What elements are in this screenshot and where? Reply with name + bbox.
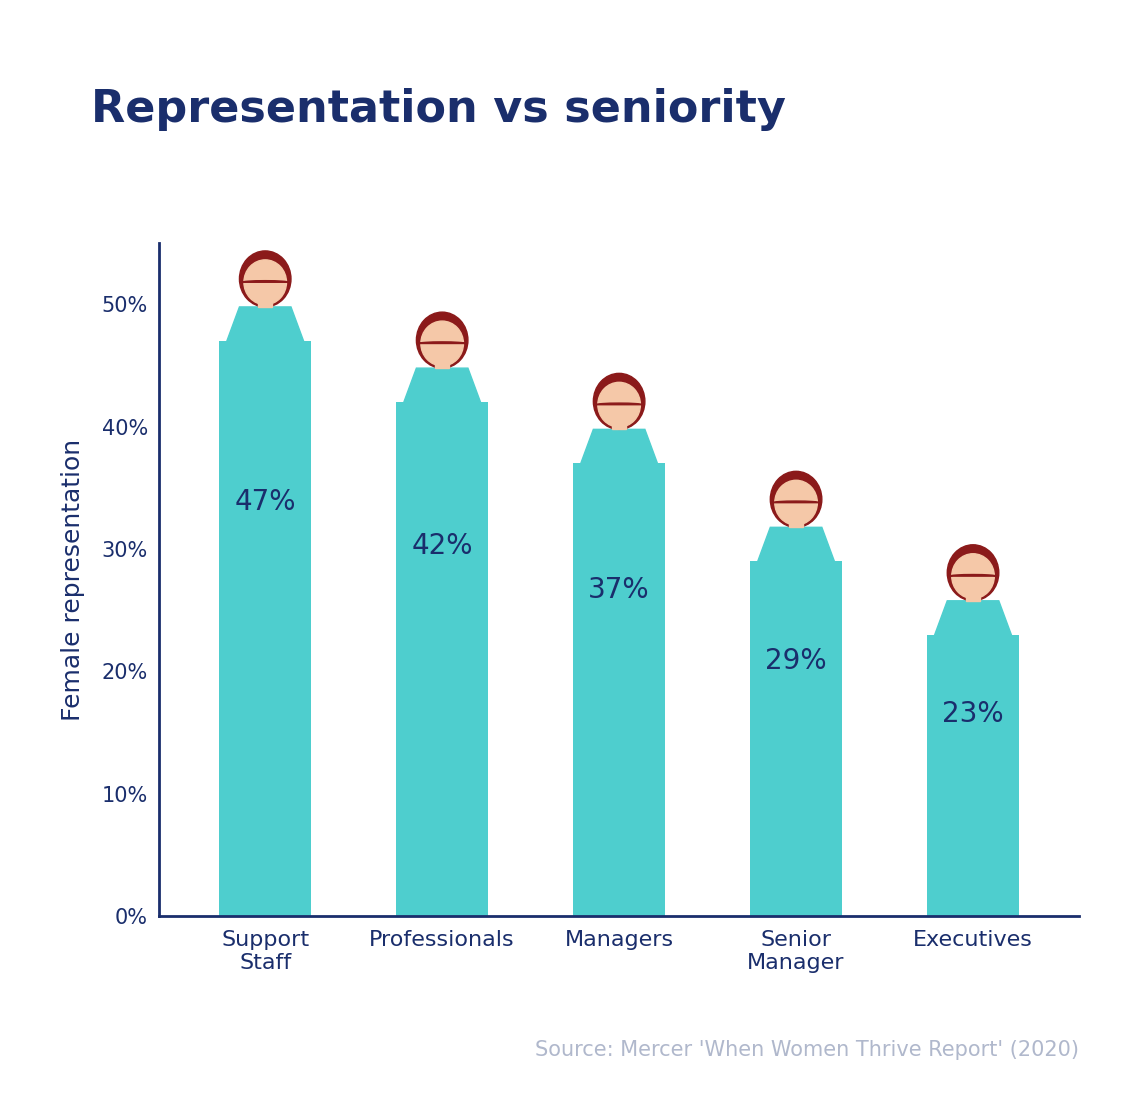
Ellipse shape xyxy=(598,382,641,427)
Polygon shape xyxy=(751,528,841,578)
Bar xyxy=(574,464,666,916)
Text: 23%: 23% xyxy=(942,700,1004,728)
Ellipse shape xyxy=(417,312,468,368)
Text: 47%: 47% xyxy=(234,488,296,516)
Polygon shape xyxy=(398,368,487,420)
Bar xyxy=(396,402,488,916)
FancyBboxPatch shape xyxy=(259,297,272,307)
Bar xyxy=(927,635,1019,916)
FancyBboxPatch shape xyxy=(790,518,803,528)
Ellipse shape xyxy=(593,373,645,429)
Polygon shape xyxy=(575,429,663,481)
FancyBboxPatch shape xyxy=(435,358,449,368)
Wedge shape xyxy=(772,501,819,502)
Text: 42%: 42% xyxy=(411,532,473,560)
Text: Source: Mercer 'When Women Thrive Report' (2020): Source: Mercer 'When Women Thrive Report… xyxy=(535,1040,1079,1060)
Ellipse shape xyxy=(244,259,286,305)
Ellipse shape xyxy=(775,480,818,526)
Ellipse shape xyxy=(770,471,821,528)
Text: 37%: 37% xyxy=(588,576,650,604)
FancyBboxPatch shape xyxy=(967,591,979,601)
Ellipse shape xyxy=(420,321,463,365)
Wedge shape xyxy=(595,403,643,405)
FancyBboxPatch shape xyxy=(612,420,626,429)
Wedge shape xyxy=(950,574,996,576)
Bar xyxy=(750,561,842,916)
Ellipse shape xyxy=(952,554,994,598)
Text: 29%: 29% xyxy=(766,647,827,675)
Ellipse shape xyxy=(947,544,999,601)
Wedge shape xyxy=(419,342,466,343)
Text: Representation vs seniority: Representation vs seniority xyxy=(91,88,786,131)
Polygon shape xyxy=(928,601,1018,652)
Polygon shape xyxy=(220,307,310,359)
Bar xyxy=(219,341,311,916)
Ellipse shape xyxy=(240,251,291,307)
Y-axis label: Female representation: Female representation xyxy=(61,438,85,721)
Wedge shape xyxy=(242,280,289,283)
